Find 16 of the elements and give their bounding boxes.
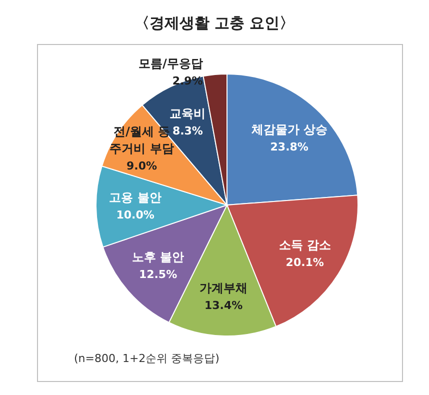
slice-label: 노후 불안 — [132, 250, 184, 264]
slice-label: 체감물가 상승 — [250, 122, 328, 136]
chart-title: 〈경제생활 고충 요인〉 — [133, 14, 296, 33]
data-label: 9.0% — [126, 159, 158, 172]
slice-label: 모름/무응답 — [138, 56, 203, 70]
slice-label: 소득 감소 — [278, 238, 331, 252]
data-label: 20.1% — [286, 255, 324, 268]
slice-label: 교육비 — [170, 106, 206, 121]
slice-label: 고용 불안 — [109, 190, 162, 205]
data-label: 8.3% — [172, 124, 203, 138]
data-label: 12.5% — [138, 267, 178, 280]
data-label: 13.4% — [204, 298, 243, 312]
text: (n=800, 1+2순위 중복응답) — [74, 351, 220, 366]
data-label: 23.8% — [270, 140, 308, 153]
data-label: 10.0% — [116, 208, 154, 222]
slice-label: 가계부채 — [200, 281, 248, 296]
